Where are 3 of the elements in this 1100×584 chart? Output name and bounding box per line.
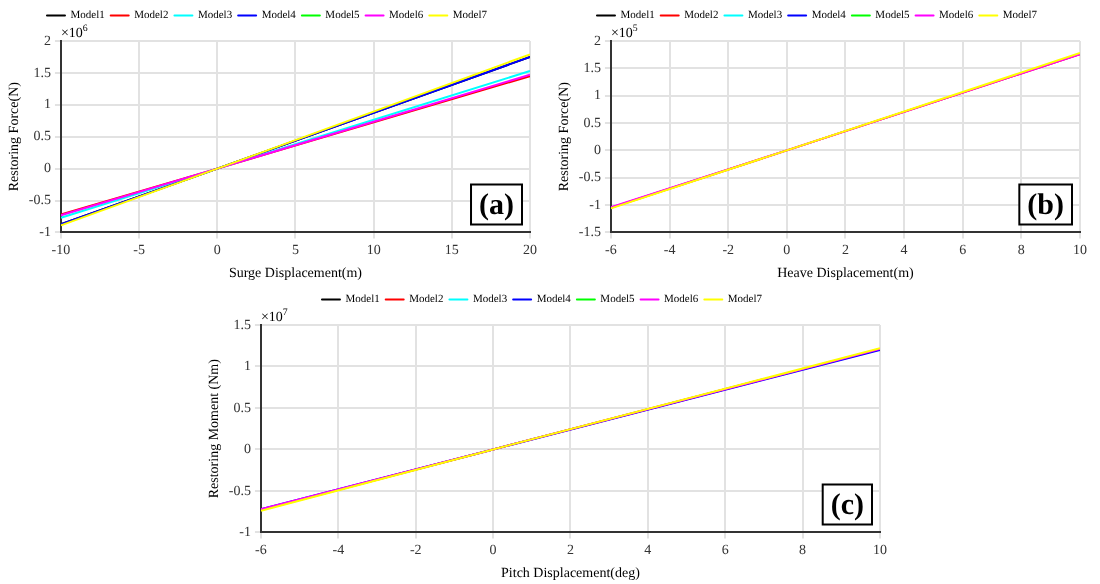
annotation: (b) <box>1027 190 1065 223</box>
annotation: (a) <box>479 190 515 223</box>
annotation: (c) <box>830 490 865 523</box>
